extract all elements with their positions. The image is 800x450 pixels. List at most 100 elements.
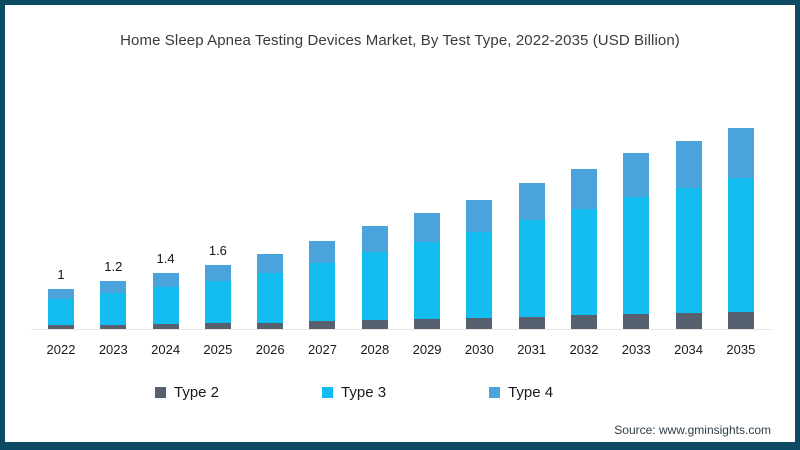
bar-segment-type4 (623, 153, 650, 197)
legend-label-type3: Type 3 (341, 384, 387, 401)
bars-area: 1 1.2 1.4 1.6 (38, 117, 764, 329)
bar-group-2023: 1.2 (90, 259, 136, 329)
bar-group-2026 (247, 254, 293, 329)
x-tick-label: 2024 (151, 342, 181, 357)
bar-value-label: 1.2 (104, 259, 123, 274)
bar-segment-type3 (518, 220, 545, 317)
bar-group-2034 (666, 141, 712, 329)
bar-segment-type2 (570, 315, 597, 329)
bar-segment-type4 (675, 141, 702, 188)
bar-group-2030 (456, 200, 502, 329)
bar-segment-type3 (414, 242, 441, 319)
bar-segment-type3 (570, 209, 597, 315)
bar-segment-type3 (100, 293, 127, 325)
x-tick-label: 2029 (412, 342, 442, 357)
bar-segment-type2 (518, 317, 545, 329)
bar-value-label: 1.6 (208, 243, 227, 258)
bar-segment-type4 (727, 128, 754, 178)
bar-stack (623, 153, 650, 329)
bar-segment-type3 (204, 281, 231, 323)
bar-stack (257, 254, 284, 329)
x-axis-labels: 2022 2023 2024 2025 2026 2027 2028 2029 2030 2031… (38, 342, 764, 357)
legend-item-type2: Type 2 (155, 384, 219, 401)
source-attribution: Source: www.gminsights.com (614, 423, 771, 437)
bar-segment-type2 (152, 324, 179, 329)
bar-stack (570, 169, 597, 329)
bar-group-2031 (509, 183, 555, 329)
x-tick-label: 2023 (98, 342, 128, 357)
bar-segment-type2 (48, 325, 74, 329)
bar-segment-type2 (675, 313, 702, 329)
bar-segment-type3 (48, 299, 74, 325)
x-tick-label: 2032 (569, 342, 599, 357)
bar-segment-type3 (152, 287, 179, 324)
bar-group-2028 (352, 226, 398, 329)
bar-segment-type2 (257, 323, 284, 329)
bar-value-label: 1 (57, 267, 65, 282)
bar-value-label: 1.4 (156, 251, 175, 266)
bar-segment-type2 (100, 325, 127, 329)
x-tick-label: 2035 (726, 342, 756, 357)
bar-stack (204, 265, 231, 329)
bar-segment-type4 (466, 200, 493, 232)
bar-group-2022: 1 (38, 267, 84, 329)
bar-segment-type4 (518, 183, 545, 220)
bar-segment-type3 (257, 273, 284, 323)
x-tick-label: 2034 (674, 342, 704, 357)
type2-swatch-icon (155, 387, 166, 398)
x-axis-line (31, 329, 771, 330)
bar-stack (361, 226, 388, 329)
bar-stack (152, 273, 179, 329)
x-tick-label: 2022 (46, 342, 76, 357)
bar-group-2032 (561, 169, 607, 329)
bar-group-2024: 1.4 (143, 251, 189, 329)
bar-segment-type2 (204, 323, 231, 329)
bar-segment-type3 (623, 197, 650, 314)
bar-stack (309, 241, 336, 329)
bar-segment-type2 (361, 320, 388, 329)
bar-segment-type4 (257, 254, 284, 273)
bar-group-2033 (613, 153, 659, 329)
bar-segment-type4 (152, 273, 179, 287)
bar-group-2025: 1.6 (195, 243, 241, 329)
bar-segment-type3 (361, 252, 388, 320)
legend: Type 2 Type 3 Type 4 (155, 384, 553, 401)
legend-item-type3: Type 3 (322, 384, 386, 401)
bar-segment-type4 (361, 226, 388, 252)
type4-swatch-icon (489, 387, 501, 398)
bar-stack (675, 141, 702, 329)
bar-segment-type2 (414, 319, 441, 329)
bar-stack (414, 213, 441, 329)
x-tick-label: 2030 (464, 342, 494, 357)
bar-stack (466, 200, 493, 329)
x-tick-label: 2033 (621, 342, 651, 357)
bar-segment-type4 (48, 289, 74, 299)
bar-stack (48, 289, 74, 329)
bar-segment-type3 (675, 188, 702, 313)
legend-label-type4: Type 4 (508, 384, 554, 401)
bar-group-2029 (404, 213, 450, 329)
bar-group-2027 (299, 241, 345, 329)
bar-segment-type4 (204, 265, 231, 281)
x-tick-label: 2031 (517, 342, 547, 357)
bar-segment-type2 (466, 318, 493, 329)
bar-segment-type2 (623, 314, 650, 329)
x-tick-label: 2028 (360, 342, 390, 357)
type3-swatch-icon (322, 387, 334, 398)
bar-segment-type3 (727, 178, 754, 312)
chart-title: Home Sleep Apnea Testing Devices Market,… (120, 32, 680, 49)
x-tick-label: 2026 (255, 342, 285, 357)
bar-stack (518, 183, 545, 329)
legend-item-type4: Type 4 (489, 384, 553, 401)
bar-segment-type4 (100, 281, 127, 293)
x-tick-label: 2025 (203, 342, 233, 357)
legend-label-type2: Type 2 (174, 384, 220, 401)
bar-segment-type3 (466, 232, 493, 318)
bar-group-2035 (718, 128, 764, 329)
bar-segment-type4 (309, 241, 336, 263)
bar-stack (727, 128, 754, 329)
bar-stack (100, 281, 127, 329)
bar-segment-type3 (309, 263, 336, 321)
bar-segment-type4 (570, 169, 597, 209)
